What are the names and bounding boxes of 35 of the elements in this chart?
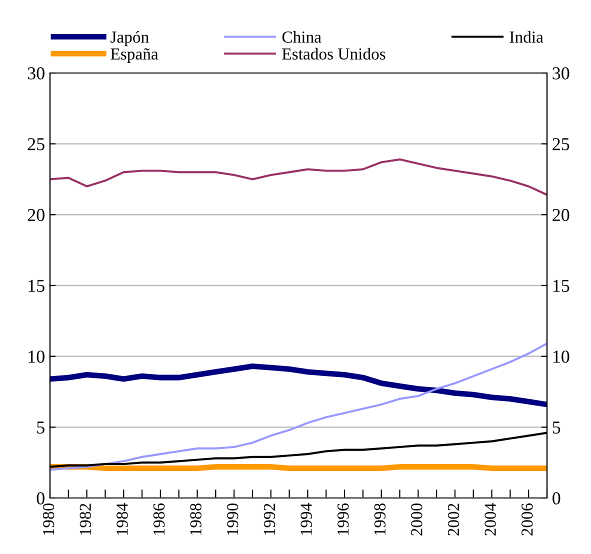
y-tick-label: 10: [28, 350, 44, 363]
y-tick-label: 15: [28, 280, 44, 292]
y-tick-label: 25: [28, 138, 44, 150]
x-tick-label: 1986: [153, 503, 165, 535]
legend-label: China: [282, 31, 322, 43]
x-tick-label: 1980: [42, 503, 54, 535]
x-tick-label: 1988: [190, 503, 202, 535]
y2-tick-label: 20: [552, 208, 570, 222]
x-tick-label: 1990: [227, 503, 238, 535]
x-tick-label: 1992: [264, 504, 276, 535]
y2-tick-label: 10: [553, 350, 570, 363]
legend-label: India: [510, 31, 544, 43]
x-tick-label: 1984: [116, 503, 128, 535]
line-series: [50, 158, 547, 196]
legend-label: Japón: [110, 30, 149, 46]
y2-tick-label: 5: [552, 422, 560, 434]
x-tick-label: 1994: [300, 503, 312, 535]
line-series: [50, 342, 547, 471]
y2-tick-label: 30: [552, 67, 570, 80]
x-tick-label: 1996: [337, 503, 349, 535]
y-tick-label: 20: [28, 208, 44, 222]
x-tick-label: 2006: [522, 503, 533, 536]
y-tick-label: 0: [36, 492, 44, 504]
x-tick-label: 1982: [80, 504, 91, 535]
x-tick-label: 1998: [374, 503, 386, 535]
legend-label: España: [110, 48, 158, 63]
x-tick-label: 2000: [411, 503, 422, 536]
y2-tick-label: 15: [553, 280, 570, 292]
y-tick-label: 30: [28, 67, 44, 80]
x-tick-label: 2002: [448, 504, 460, 536]
y2-tick-label: 25: [552, 138, 570, 150]
x-tick-label: 2004: [484, 503, 496, 536]
y-tick-label: 5: [37, 422, 44, 434]
legend-label: Estados Unidos: [282, 48, 386, 60]
y2-tick-label: 0: [552, 492, 560, 504]
